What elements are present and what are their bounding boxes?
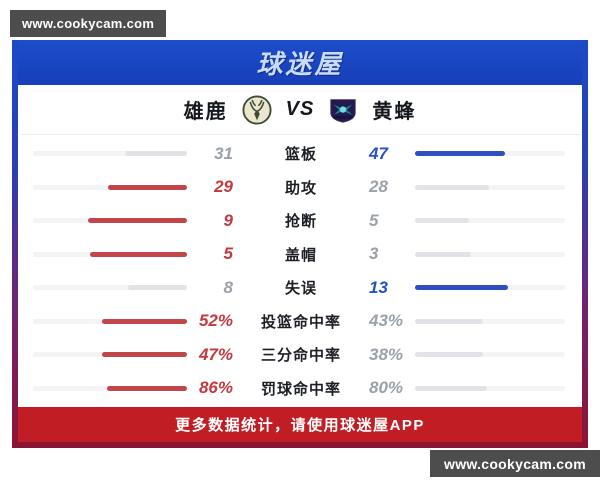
stat-row: 86% 罚球命中率 80% xyxy=(18,372,582,405)
stat-row: 9 抢断 5 xyxy=(18,204,582,237)
stat-value-left: 29 xyxy=(214,177,233,197)
stat-label: 篮板 xyxy=(284,146,317,164)
stat-bar-track-right xyxy=(415,285,565,291)
hornets-crest-icon xyxy=(328,95,358,125)
stat-bar-track-left xyxy=(33,151,187,157)
stat-row: 52% 投篮命中率 43% xyxy=(18,305,582,338)
stat-bar-track-right xyxy=(415,251,565,257)
stats-card: 球迷屋 雄鹿 VS 黄蜂 xyxy=(12,40,588,448)
stat-value-right: 3 xyxy=(369,244,379,264)
stat-label: 抢断 xyxy=(284,213,317,231)
vs-label: VS xyxy=(285,98,315,120)
stat-label: 三分命中率 xyxy=(260,347,341,365)
stat-bar-right xyxy=(415,251,471,257)
stat-row: 5 盖帽 3 xyxy=(18,238,582,271)
stat-bar-track-left xyxy=(33,352,187,358)
stat-bar-left xyxy=(106,385,187,391)
stat-bar-track-left xyxy=(33,385,187,391)
stat-value-left: 9 xyxy=(223,210,233,230)
stat-row: 47% 三分命中率 38% xyxy=(18,338,582,371)
stat-label: 盖帽 xyxy=(284,246,317,264)
stat-value-left: 31 xyxy=(214,143,233,163)
stat-bar-left xyxy=(128,285,187,291)
stat-bar-right xyxy=(415,151,505,157)
footer-promo-text: 更多数据统计，请使用球迷屋APP xyxy=(175,417,425,434)
stat-bar-right xyxy=(415,285,508,291)
stat-value-right: 80% xyxy=(369,378,404,397)
stat-bar-right xyxy=(415,184,489,190)
stat-value-right: 13 xyxy=(369,277,388,297)
stat-row: 31 篮板 47 xyxy=(18,137,582,170)
stat-value-left: 5 xyxy=(223,244,233,264)
stat-bar-left xyxy=(125,151,187,157)
stat-value-right: 28 xyxy=(369,177,388,197)
stat-bar-track-right xyxy=(415,352,565,358)
stat-value-left: 86% xyxy=(198,378,233,397)
stat-label: 罚球命中率 xyxy=(260,380,341,398)
stat-bar-track-right xyxy=(415,218,565,224)
stat-row: 8 失误 13 xyxy=(18,271,582,304)
stat-value-right: 38% xyxy=(369,344,404,364)
stat-bar-track-right xyxy=(415,385,565,391)
stat-bar-track-right xyxy=(415,151,565,157)
app-logo-text: 球迷屋 xyxy=(256,49,344,79)
stat-bar-track-right xyxy=(415,184,565,190)
team-row-divider xyxy=(20,134,580,135)
stat-bar-track-left xyxy=(33,318,187,324)
stat-label: 助攻 xyxy=(284,179,317,197)
stat-label: 投篮命中率 xyxy=(260,313,341,331)
stat-value-left: 47% xyxy=(198,344,233,364)
watermark-top-left: www.cookycam.com xyxy=(10,10,167,37)
stat-value-left: 52% xyxy=(198,311,233,331)
stat-label: 失误 xyxy=(284,280,317,298)
stat-bar-right xyxy=(415,318,483,324)
card-footer: 更多数据统计，请使用球迷屋APP xyxy=(18,407,582,442)
stat-bar-right xyxy=(415,218,469,224)
stat-bar-left xyxy=(102,318,187,324)
stat-value-left: 8 xyxy=(223,277,233,297)
stat-bar-right xyxy=(415,385,487,391)
bucks-crest-icon xyxy=(242,94,272,125)
stat-bar-left xyxy=(102,352,187,358)
stat-row: 29 助攻 28 xyxy=(18,171,582,204)
watermark-bottom-right: www.cookycam.com xyxy=(430,450,600,477)
stat-bar-track-right xyxy=(415,318,565,324)
stat-bar-track-left xyxy=(33,184,187,190)
card-header: 球迷屋 xyxy=(18,40,582,85)
stat-bar-left xyxy=(88,218,187,224)
stat-bar-left xyxy=(108,184,187,190)
stat-value-right: 47 xyxy=(369,143,388,163)
team-name-right: 黄蜂 xyxy=(372,101,417,123)
stat-bar-left xyxy=(89,251,187,257)
stat-bar-track-left xyxy=(33,218,187,224)
team-name-left: 雄鹿 xyxy=(183,101,228,123)
team-row: 雄鹿 VS 黄蜂 xyxy=(18,85,582,134)
stat-value-right: 43% xyxy=(369,311,404,331)
stats-list: 31 篮板 47 29 助攻 28 9 抢断 5 5 盖帽 3 xyxy=(18,135,582,407)
stat-value-right: 5 xyxy=(369,210,379,230)
stat-bar-track-left xyxy=(33,285,187,291)
stat-bar-right xyxy=(415,352,483,358)
stat-bar-track-left xyxy=(33,251,187,257)
